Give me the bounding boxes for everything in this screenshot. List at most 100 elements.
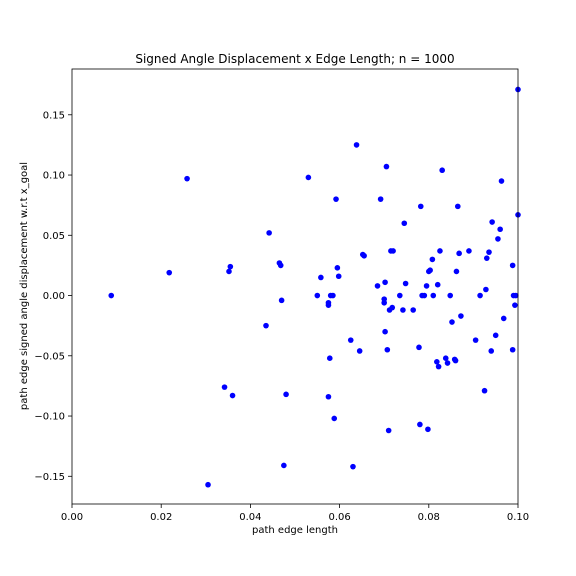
data-point	[498, 178, 505, 184]
x-tick-label: 0.00	[61, 512, 83, 523]
data-point	[397, 292, 403, 299]
data-point	[500, 315, 507, 322]
data-point	[330, 292, 336, 299]
data-point	[488, 348, 495, 354]
data-point	[444, 360, 451, 366]
data-point	[333, 196, 339, 202]
data-points	[108, 86, 521, 488]
data-point	[385, 427, 392, 434]
chart-title: Signed Angle Displacement x Edge Length;…	[135, 52, 454, 66]
data-point	[335, 273, 342, 280]
data-point	[305, 174, 312, 181]
data-point	[430, 292, 437, 299]
data-point	[400, 307, 406, 313]
data-point	[402, 280, 409, 287]
data-point	[401, 220, 408, 227]
data-point	[477, 292, 483, 299]
data-point	[439, 167, 445, 174]
data-point	[483, 286, 489, 293]
data-point	[454, 203, 461, 210]
data-point	[509, 262, 516, 269]
y-tick-label: −0.10	[34, 412, 65, 423]
data-point	[221, 384, 228, 390]
data-point	[384, 346, 391, 353]
data-point	[435, 363, 442, 370]
data-point	[383, 163, 390, 170]
data-point	[512, 292, 519, 299]
x-axis-title: path edge length	[252, 525, 338, 536]
data-point	[263, 322, 269, 329]
data-point	[325, 393, 332, 400]
data-point	[350, 463, 356, 470]
data-point	[416, 344, 422, 351]
data-point	[229, 392, 236, 399]
data-point	[492, 332, 499, 339]
data-point	[497, 226, 503, 233]
data-point	[361, 252, 367, 259]
data-point	[226, 268, 232, 275]
data-point	[227, 263, 234, 270]
data-point	[281, 462, 287, 469]
data-point	[512, 302, 518, 308]
y-axis: −0.15 −0.10 −0.05 0.00 0.05 0.10 0.15	[34, 110, 72, 483]
data-point	[456, 250, 462, 257]
data-point	[381, 296, 388, 302]
data-point	[427, 267, 433, 274]
data-point	[278, 297, 285, 304]
data-point	[434, 281, 441, 288]
plot-frame	[71, 68, 519, 505]
data-point	[472, 337, 479, 343]
data-point	[347, 337, 354, 343]
data-point	[283, 391, 289, 398]
x-tick-label: 0.04	[239, 512, 261, 523]
data-point	[442, 355, 449, 362]
data-point	[453, 268, 460, 275]
data-point	[449, 319, 455, 325]
data-point	[417, 203, 424, 210]
data-point	[421, 292, 428, 299]
data-point	[417, 421, 423, 428]
y-tick-label: −0.15	[34, 472, 65, 483]
data-point	[382, 279, 388, 286]
y-axis-title: path edge signed angle displacement w.r.…	[19, 162, 30, 410]
data-point	[353, 142, 360, 148]
data-point	[184, 175, 190, 182]
data-point	[205, 481, 211, 488]
data-point	[458, 313, 464, 319]
data-point	[423, 283, 430, 289]
y-tick-label: 0.10	[43, 171, 65, 182]
data-point	[108, 292, 115, 299]
data-point	[489, 219, 495, 225]
y-tick-label: 0.15	[43, 110, 65, 121]
data-point	[483, 255, 490, 261]
data-point	[437, 248, 443, 254]
x-tick-label: 0.02	[150, 512, 172, 523]
data-point	[410, 307, 416, 313]
data-point	[481, 387, 488, 394]
data-point	[429, 256, 436, 263]
data-point	[509, 346, 516, 353]
y-tick-label: −0.05	[34, 351, 65, 362]
y-tick-label: 0.05	[43, 231, 65, 242]
data-point	[486, 249, 492, 255]
x-tick-label: 0.10	[507, 512, 529, 523]
data-point	[425, 426, 431, 433]
data-point	[390, 248, 396, 254]
data-point	[382, 328, 388, 335]
data-point	[266, 230, 272, 236]
data-point	[495, 236, 501, 242]
data-point	[377, 196, 384, 202]
y-tick-label: 0.00	[43, 291, 65, 302]
data-point	[326, 355, 333, 362]
data-point	[356, 348, 363, 354]
x-axis: 0.00 0.02 0.04 0.06 0.08 0.10	[61, 504, 529, 523]
data-point	[331, 415, 338, 422]
data-point	[447, 292, 454, 299]
data-point	[334, 265, 341, 271]
data-point	[466, 248, 472, 254]
data-point	[318, 274, 324, 281]
x-tick-label: 0.06	[328, 512, 350, 523]
data-point	[374, 283, 381, 289]
